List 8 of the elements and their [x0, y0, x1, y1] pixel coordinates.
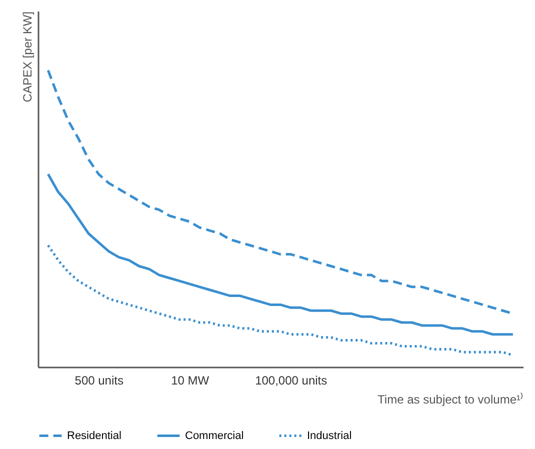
legend-label: Industrial: [307, 430, 352, 442]
x-tick-label: 100,000 units: [255, 374, 328, 388]
x-axis-title: Time as subject to volume¹⁾: [378, 392, 524, 406]
legend-label: Residential: [67, 430, 122, 442]
x-tick-label: 10 MW: [171, 374, 210, 388]
x-tick-label: 500 units: [74, 374, 124, 388]
y-axis-title: CAPEX [per KW]: [20, 12, 34, 102]
legend-label: Commercial: [185, 430, 244, 442]
